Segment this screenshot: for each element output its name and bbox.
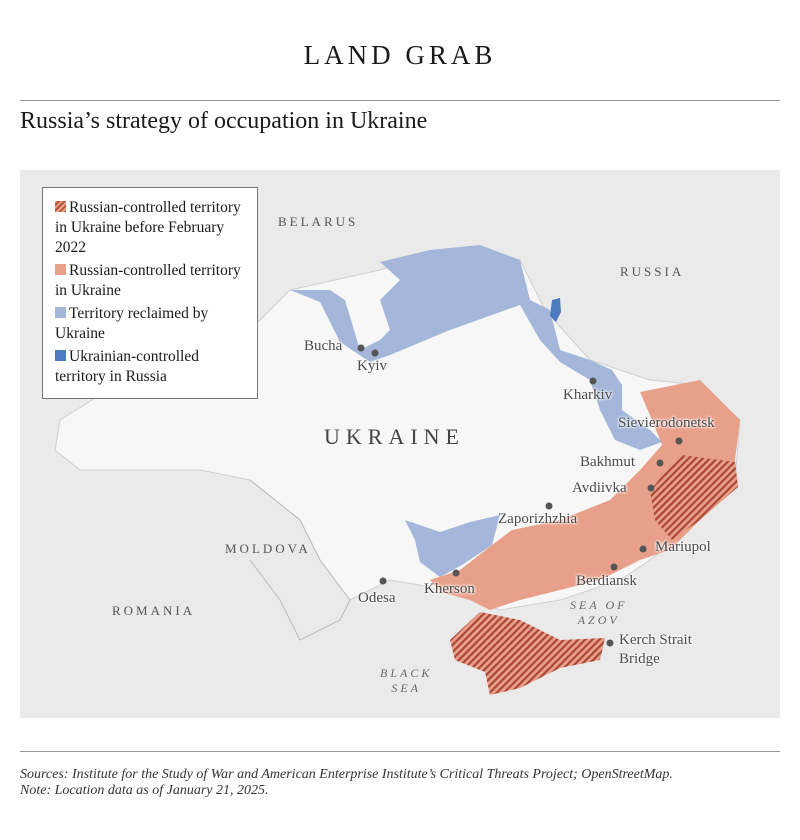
city-dots xyxy=(357,344,683,647)
divider xyxy=(20,751,780,752)
city-zaporizhzhia: Zaporizhzhia xyxy=(498,511,578,527)
label-romania: ROMANIA xyxy=(112,603,196,618)
city-kherson: Kherson xyxy=(424,581,475,597)
city-sievierodonetsk: Sievierodonetsk xyxy=(618,415,715,431)
city-bakhmut: Bakhmut xyxy=(580,454,635,470)
note: Note: Location data as of January 21, 20… xyxy=(20,783,269,798)
pre2022-crimea xyxy=(450,612,605,695)
sea-azov-2: AZOV xyxy=(577,613,620,627)
label-sea-of-azov: SEA OF AZOV xyxy=(570,598,627,628)
city-mariupol: Mariupol xyxy=(655,539,711,555)
label-ukraine: UKRAINE xyxy=(324,424,465,449)
legend-label: Russian-controlled territory in Ukraine xyxy=(55,262,241,299)
label-black-sea: BLACK SEA xyxy=(380,666,432,696)
map-svg xyxy=(54,245,741,695)
city-odesa: Odesa xyxy=(358,590,396,606)
city-kerch-strait: Kerch Strait xyxy=(619,632,692,648)
label-belarus: BELARUS xyxy=(278,214,359,229)
legend-item-ukr-in-russia: Ukrainian-controlled territory in Russia xyxy=(55,347,249,387)
city-avdiivka: Avdiivka xyxy=(572,480,627,496)
hatched-swatch-icon xyxy=(55,201,66,212)
legend-label: Russian-controlled territory in Ukraine … xyxy=(55,199,241,256)
russian-controlled xyxy=(430,380,740,610)
legend-label: Territory reclaimed by Ukraine xyxy=(55,305,209,342)
legend-item-reclaimed: Territory reclaimed by Ukraine xyxy=(55,304,249,344)
sea-black-1: BLACK xyxy=(380,666,433,680)
dark-blue-swatch-icon xyxy=(55,350,66,361)
ukrainian-controlled-russia xyxy=(550,298,561,322)
city-kharkiv: Kharkiv xyxy=(563,387,613,403)
moldova-border xyxy=(249,479,351,641)
city-kyiv: Kyiv xyxy=(357,358,387,374)
pre2022-donbas xyxy=(650,455,738,540)
city-bucha: Bucha xyxy=(304,338,343,354)
kicker: LAND GRAB xyxy=(303,40,497,70)
salmon-swatch-icon xyxy=(55,264,66,275)
city-kerch-bridge: Bridge xyxy=(619,651,660,667)
sources: Sources: Institute for the Study of War … xyxy=(20,767,673,782)
divider xyxy=(20,100,780,101)
legend: Russian-controlled territory in Ukraine … xyxy=(42,187,258,399)
reclaimed-south xyxy=(405,515,500,577)
light-blue-swatch-icon xyxy=(55,307,66,318)
label-moldova: MOLDOVA xyxy=(225,541,311,556)
reclaimed-north xyxy=(290,245,662,450)
legend-item-pre2022: Russian-controlled territory in Ukraine … xyxy=(55,198,249,258)
city-berdiansk: Berdiansk xyxy=(576,573,637,589)
chart-title: Russia’s strategy of occupation in Ukrai… xyxy=(20,108,428,134)
label-russia: RUSSIA xyxy=(620,264,685,279)
legend-label: Ukrainian-controlled territory in Russia xyxy=(55,348,199,385)
sea-azov-1: SEA OF xyxy=(570,598,628,612)
footer: Sources: Institute for the Study of War … xyxy=(20,767,673,799)
legend-item-russian: Russian-controlled territory in Ukraine xyxy=(55,261,249,301)
map: BELARUS RUSSIA UKRAINE MOLDOVA ROMANIA S… xyxy=(20,170,780,718)
sea-black-2: SEA xyxy=(391,681,421,695)
